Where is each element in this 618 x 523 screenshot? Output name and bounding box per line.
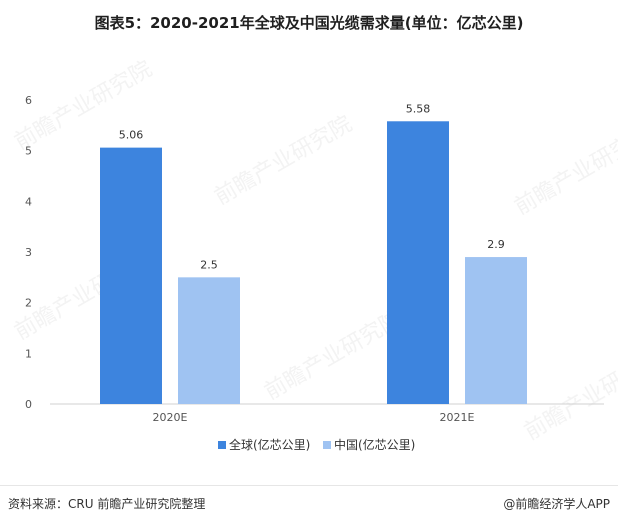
bar (100, 147, 162, 405)
footer-divider (0, 485, 618, 486)
y-tick-label: 1 (25, 347, 32, 360)
y-tick-label: 0 (25, 398, 32, 411)
x-tick-label: 2021E (440, 411, 475, 424)
legend: 全球(亿芯公里) 中国(亿芯公里) (218, 437, 415, 452)
watermark-text: 前瞻产业研究院 (511, 122, 618, 221)
bar-data-label: 2.5 (200, 258, 218, 271)
bar (178, 277, 240, 404)
watermark-text: 前瞻产业研究院 (261, 307, 407, 406)
bar-data-label: 5.06 (119, 129, 144, 142)
legend-swatch-china (323, 441, 331, 449)
brand-credit: @前瞻经济学人APP (503, 497, 610, 511)
legend-label-china: 中国(亿芯公里) (334, 437, 415, 452)
legend-swatch-global (218, 441, 226, 449)
y-tick-label: 5 (25, 145, 32, 158)
bar-data-labels: 5.06 2.5 5.58 2.9 (119, 102, 505, 271)
chart-title: 图表5：2020-2021年全球及中国光缆需求量(单位：亿芯公里) (94, 14, 524, 32)
y-tick-label: 6 (25, 94, 32, 107)
bar (387, 121, 449, 404)
bars (100, 121, 527, 405)
bar-data-label: 5.58 (406, 102, 431, 115)
x-tick-label: 2020E (153, 411, 188, 424)
bar (465, 257, 527, 404)
y-axis: 0 1 2 3 4 5 6 (25, 94, 32, 411)
watermark-text: 前瞻产业研究院 (211, 112, 357, 211)
source-note: 资料来源：CRU 前瞻产业研究院整理 (8, 497, 206, 511)
bar-data-label: 2.9 (487, 238, 505, 251)
y-tick-label: 4 (25, 195, 32, 208)
x-axis: 2020E 2021E (153, 411, 475, 424)
y-tick-label: 3 (25, 246, 32, 259)
watermark-text: 前瞻产业研究院 (521, 347, 618, 446)
y-tick-label: 2 (25, 297, 32, 310)
legend-label-global: 全球(亿芯公里) (229, 437, 310, 452)
